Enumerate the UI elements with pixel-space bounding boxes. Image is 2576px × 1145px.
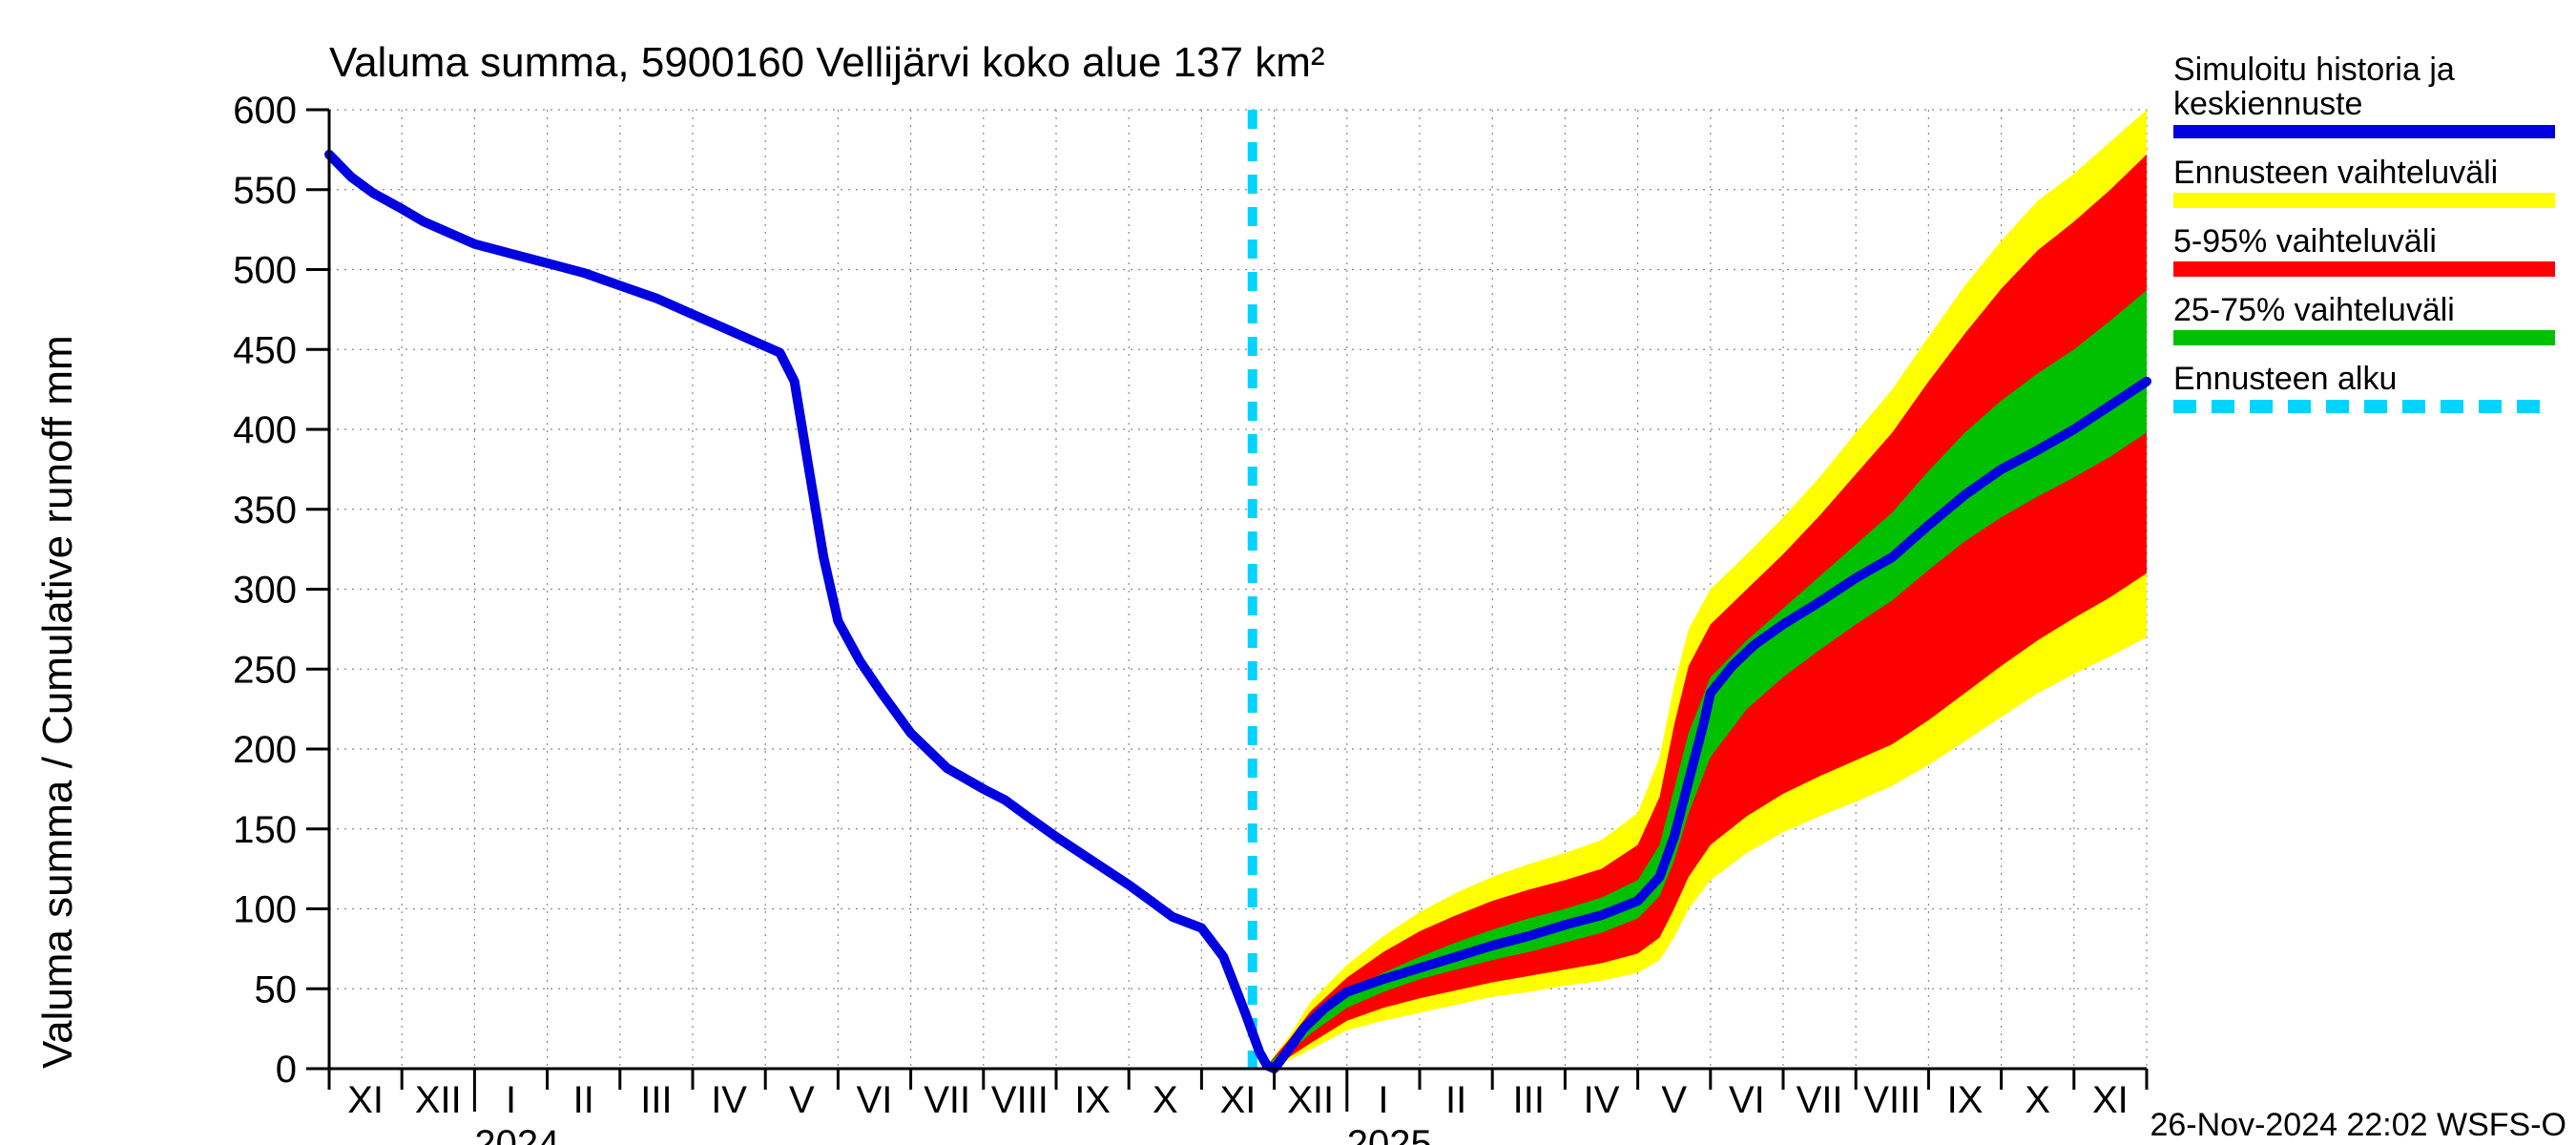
x-month-label: IX [1947, 1079, 1984, 1121]
x-month-label: X [1153, 1079, 1178, 1121]
legend-label: Ennusteen vaihteluväli [2173, 155, 2498, 191]
y-tick-label: 300 [233, 570, 297, 612]
x-month-label: V [1661, 1079, 1687, 1121]
x-year-label: 2025 [1347, 1123, 1432, 1145]
x-month-label: V [789, 1079, 815, 1121]
y-tick-label: 50 [255, 968, 298, 1010]
y-tick-label: 550 [233, 170, 297, 212]
x-month-label: IV [711, 1079, 747, 1121]
x-month-label: VI [857, 1079, 893, 1121]
legend-color-swatch [2173, 261, 2555, 277]
y-tick-label: 450 [233, 329, 297, 371]
legend-color-swatch [2173, 193, 2555, 208]
x-month-label: VIII [1863, 1079, 1921, 1121]
x-month-label: I [506, 1079, 516, 1121]
legend: Simuloitu historia jakeskiennuste Ennuste… [2173, 52, 2555, 406]
x-month-label: X [2025, 1079, 2050, 1121]
chart-title: Valuma summa, 5900160 Vellijärvi koko al… [329, 39, 1325, 86]
x-month-label: XII [1287, 1079, 1334, 1121]
legend-label: 5-95% vaihteluväli [2173, 223, 2437, 260]
x-month-label: II [573, 1079, 594, 1121]
legend-label: Ennusteen alku [2173, 361, 2397, 397]
legend-color-swatch [2173, 330, 2555, 345]
y-tick-label: 400 [233, 409, 297, 451]
forecast-bands [1267, 110, 2147, 1066]
x-month-label: IX [1074, 1079, 1111, 1121]
y-tick-label: 250 [233, 649, 297, 691]
y-ticks: 0 50 100 150 200 250 300 350 400 450 500 550 600 [233, 90, 329, 1091]
y-tick-label: 0 [276, 1049, 297, 1091]
y-tick-label: 100 [233, 889, 297, 931]
x-month-label: III [640, 1079, 672, 1121]
y-tick-label: 500 [233, 250, 297, 292]
y-tick-label: 200 [233, 729, 297, 771]
y-tick-label: 150 [233, 809, 297, 851]
x-month-label: XII [415, 1079, 462, 1121]
x-month-label: XI [2092, 1079, 2129, 1121]
legend-label: Simuloitu historia ja [2173, 52, 2455, 88]
legend-label: 25-75% vaihteluväli [2173, 292, 2455, 328]
x-ticks: XIXIIIIIIIIIVVVIVIIVIIIIXXXIXIIIIIIIIIVV… [329, 1069, 2147, 1145]
x-month-label: VII [1797, 1079, 1843, 1121]
x-month-label: XI [347, 1079, 384, 1121]
x-month-label: VIII [991, 1079, 1049, 1121]
x-month-label: II [1445, 1079, 1466, 1121]
x-month-label: VII [924, 1079, 970, 1121]
x-year-label: 2024 [474, 1123, 559, 1145]
x-month-label: IV [1584, 1079, 1620, 1121]
x-month-label: VI [1729, 1079, 1765, 1121]
y-axis-label: Valuma summa / Cumulative runoff mm [34, 335, 81, 1069]
x-month-label: XI [1220, 1079, 1257, 1121]
legend-label: keskiennuste [2173, 86, 2362, 122]
y-tick-label: 600 [233, 90, 297, 132]
chart-footer: 26-Nov-2024 22:02 WSFS-O [2150, 1107, 2566, 1143]
x-month-label: III [1513, 1079, 1545, 1121]
x-month-label: I [1378, 1079, 1388, 1121]
y-tick-label: 350 [233, 489, 297, 531]
